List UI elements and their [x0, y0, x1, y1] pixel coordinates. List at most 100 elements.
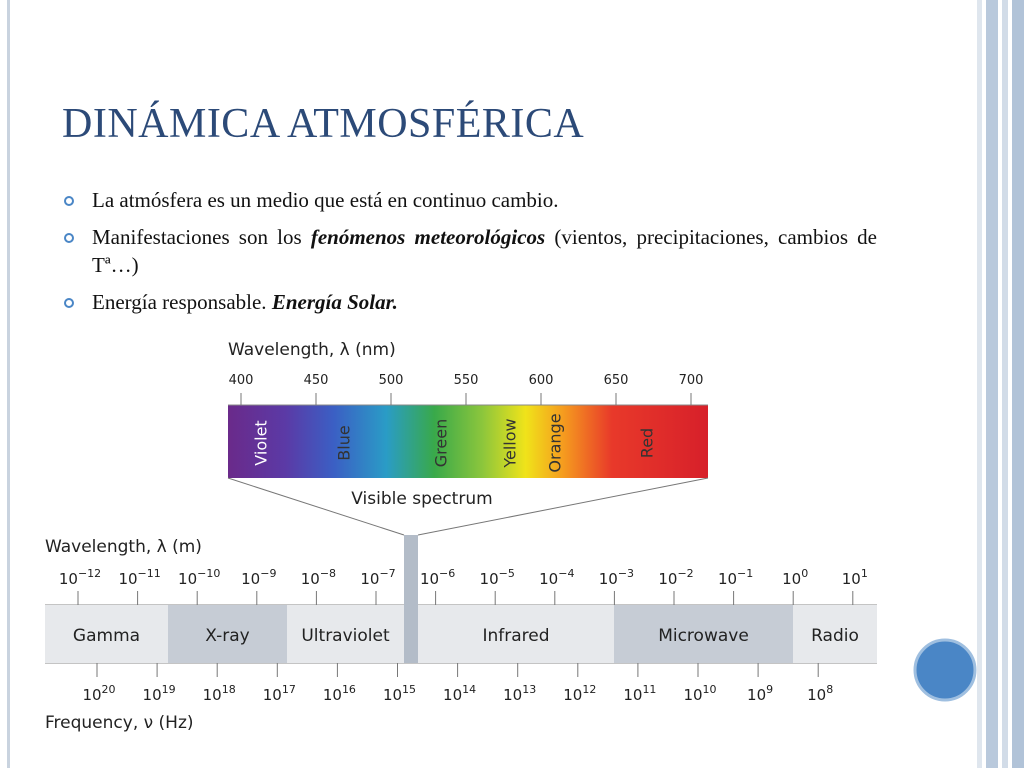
tick-label: 650 — [604, 373, 629, 388]
band — [614, 605, 793, 663]
band — [793, 605, 877, 663]
power-base: 10 — [420, 570, 439, 588]
stripe — [1012, 0, 1024, 768]
power-base: 10 — [623, 686, 642, 704]
band-label: Ultraviolet — [301, 626, 390, 646]
power-exponent: −8 — [320, 567, 336, 580]
power-base: 10 — [323, 686, 342, 704]
power-exponent: 11 — [642, 683, 656, 696]
frequency-tick-label: 1014 — [443, 683, 476, 704]
tick-label: 450 — [304, 373, 329, 388]
wavelength-tick-label: 10−6 — [420, 567, 455, 588]
power-base: 10 — [360, 570, 379, 588]
band — [287, 605, 404, 663]
power-exponent: −9 — [260, 567, 276, 580]
power-base: 10 — [599, 570, 618, 588]
tick-label: 550 — [454, 373, 479, 388]
frequency-tick-label: 1015 — [383, 683, 416, 704]
axis-label: Wavelength, λ (nm) — [228, 340, 396, 360]
power-base: 10 — [807, 686, 826, 704]
power-base: 10 — [683, 686, 702, 704]
power-base: 10 — [563, 686, 582, 704]
color-label: Violet — [252, 420, 271, 465]
color-label: Orange — [546, 413, 565, 472]
power-exponent: −12 — [78, 567, 101, 580]
power-base: 10 — [59, 570, 78, 588]
power-exponent: −4 — [558, 567, 574, 580]
bullet-text: Manifestaciones son los — [92, 225, 311, 249]
power-exponent: 14 — [462, 683, 476, 696]
tick-label: 500 — [379, 373, 404, 388]
bullet-text: Energía Solar. — [271, 290, 398, 314]
frequency-tick-label: 1016 — [323, 683, 356, 704]
power-exponent: 17 — [282, 683, 296, 696]
frequency-tick-label: 1018 — [203, 683, 236, 704]
power-exponent: 12 — [582, 683, 596, 696]
power-base: 10 — [82, 686, 101, 704]
stripe — [986, 0, 998, 768]
funnel-line — [417, 477, 709, 536]
frequency-tick-label: 1013 — [503, 683, 536, 704]
color-label: Red — [638, 428, 657, 458]
funnel-line — [227, 477, 405, 536]
wavelength-tick-label: 10−4 — [539, 567, 574, 588]
power-exponent: 13 — [522, 683, 536, 696]
power-exponent: 19 — [162, 683, 176, 696]
tick-label: 700 — [679, 373, 704, 388]
frequency-tick-label: 1020 — [82, 683, 115, 704]
color-label: Blue — [335, 425, 354, 460]
power-exponent: −5 — [499, 567, 515, 580]
power-base: 10 — [539, 570, 558, 588]
bullet-text: Energía responsable. — [92, 290, 272, 314]
power-base: 10 — [658, 570, 677, 588]
visible-slot — [404, 535, 418, 663]
power-base: 10 — [263, 686, 282, 704]
band-label: Gamma — [73, 626, 140, 646]
power-base: 10 — [747, 686, 766, 704]
tick-label: 600 — [529, 373, 554, 388]
decor-circle — [913, 638, 977, 702]
power-base: 10 — [718, 570, 737, 588]
power-base: 10 — [241, 570, 260, 588]
wavelength-tick-label: 100 — [782, 567, 808, 588]
wavelength-tick-label: 10−1 — [718, 567, 753, 588]
power-exponent: −11 — [138, 567, 161, 580]
power-exponent: 1 — [861, 567, 868, 580]
wavelength-tick-label: 10−5 — [480, 567, 515, 588]
wavelength-tick-label: 10−11 — [118, 567, 160, 588]
wavelength-tick-label: 10−8 — [301, 567, 336, 588]
bullet: La atmósfera es un medio que está en con… — [62, 186, 877, 214]
wavelength-tick-label: 10−9 — [241, 567, 276, 588]
power-exponent: −3 — [618, 567, 634, 580]
axis-label: Frequency, ν (Hz) — [45, 713, 194, 733]
power-exponent: −2 — [677, 567, 693, 580]
left-rule — [7, 0, 10, 768]
power-exponent: −10 — [197, 567, 220, 580]
color-label: Yellow — [501, 418, 520, 468]
power-base: 10 — [143, 686, 162, 704]
power-base: 10 — [301, 570, 320, 588]
power-exponent: 15 — [402, 683, 416, 696]
power-base: 10 — [118, 570, 137, 588]
bullet-list: La atmósfera es un medio que está en con… — [62, 186, 877, 325]
caption: Visible spectrum — [351, 489, 492, 509]
power-exponent: −6 — [439, 567, 455, 580]
power-base: 10 — [782, 570, 801, 588]
bullet-text: La atmósfera es un medio que está en con… — [92, 188, 559, 212]
color-label: Green — [432, 419, 451, 467]
power-base: 10 — [503, 686, 522, 704]
frequency-tick-label: 1019 — [143, 683, 176, 704]
frequency-tick-label: 108 — [807, 683, 833, 704]
power-base: 10 — [203, 686, 222, 704]
power-exponent: 10 — [703, 683, 717, 696]
bullet: Energía responsable. Energía Solar. — [62, 288, 877, 316]
stripe — [977, 0, 982, 768]
slide-title: DINÁMICA ATMOSFÉRICA — [62, 101, 585, 147]
stripe — [1002, 0, 1008, 768]
wavelength-tick-label: 10−7 — [360, 567, 395, 588]
band — [168, 605, 287, 663]
power-exponent: 16 — [342, 683, 356, 696]
bullet-text: (vientos, precipitaciones, cambios de Tª… — [92, 225, 878, 277]
